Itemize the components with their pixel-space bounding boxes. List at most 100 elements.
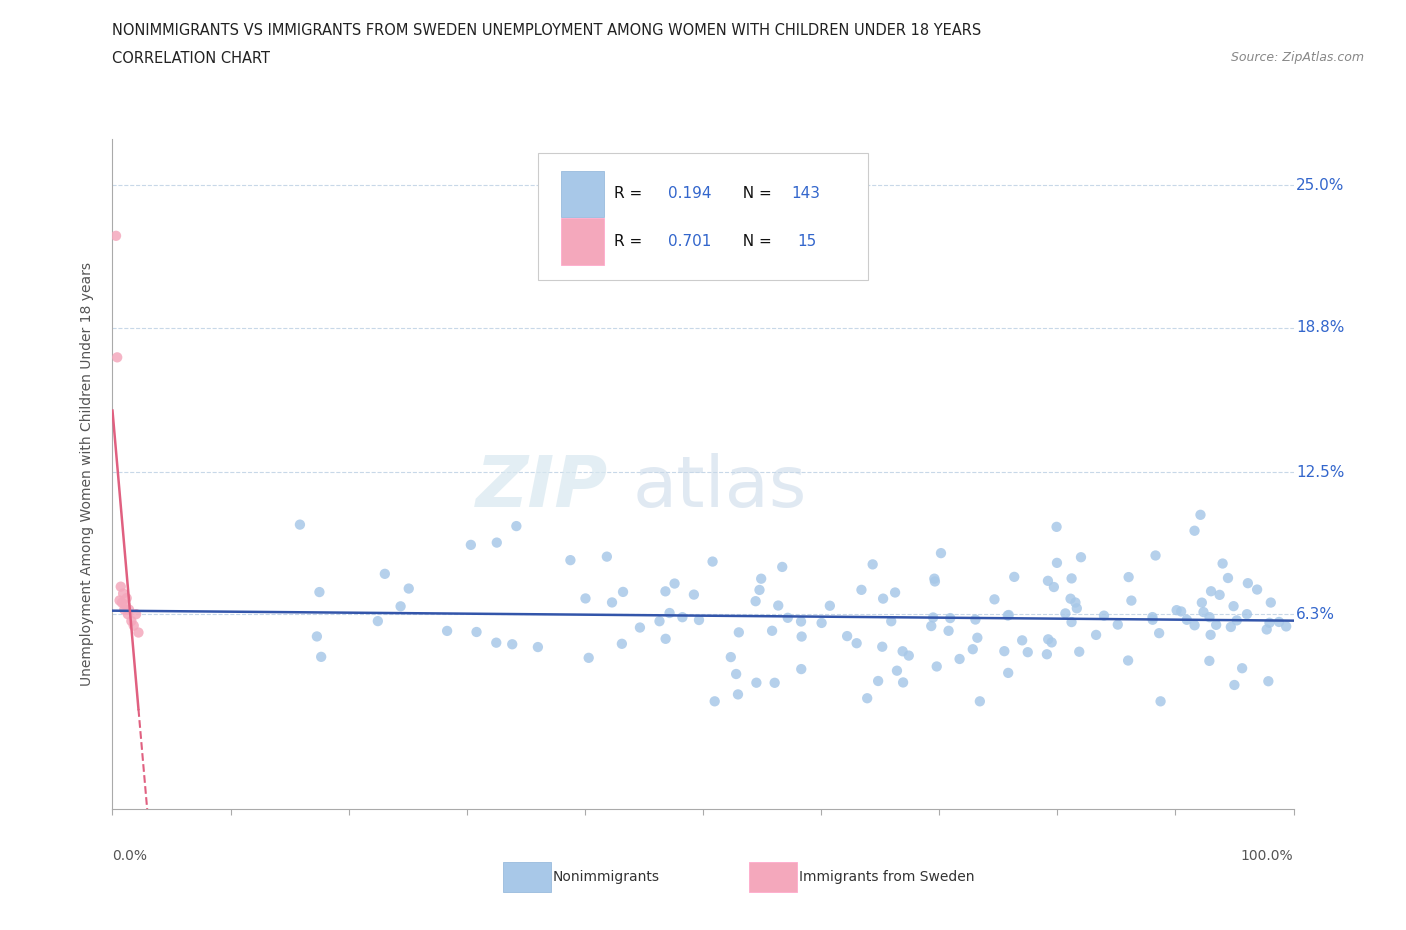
Point bbox=[596, 550, 619, 565]
Point bbox=[120, 614, 142, 629]
Point bbox=[1257, 674, 1279, 689]
Text: CORRELATION CHART: CORRELATION CHART bbox=[112, 51, 270, 66]
Point bbox=[1189, 508, 1212, 523]
Point bbox=[654, 584, 676, 599]
Text: ZIP: ZIP bbox=[477, 453, 609, 522]
Point bbox=[1268, 615, 1291, 630]
Point bbox=[727, 625, 749, 640]
Point bbox=[1175, 612, 1198, 627]
Point bbox=[1226, 613, 1249, 628]
Point bbox=[1040, 635, 1063, 650]
Point bbox=[868, 673, 890, 688]
Point bbox=[560, 552, 582, 567]
Point bbox=[389, 599, 412, 614]
Point bbox=[1060, 571, 1083, 586]
Point bbox=[720, 650, 742, 665]
FancyBboxPatch shape bbox=[561, 170, 603, 217]
Point bbox=[776, 610, 799, 625]
Text: R =: R = bbox=[614, 234, 648, 249]
Point bbox=[628, 620, 651, 635]
Point bbox=[1205, 618, 1227, 632]
Point bbox=[1144, 548, 1167, 563]
Point bbox=[108, 593, 131, 608]
Point bbox=[761, 623, 783, 638]
Point bbox=[505, 519, 527, 534]
Point bbox=[574, 591, 596, 605]
Point bbox=[117, 606, 139, 621]
Point bbox=[997, 666, 1019, 681]
Text: N =: N = bbox=[733, 186, 776, 201]
Point bbox=[1070, 550, 1092, 565]
Y-axis label: Unemployment Among Women with Children Under 18 years: Unemployment Among Women with Children U… bbox=[80, 262, 94, 686]
Point bbox=[1222, 599, 1244, 614]
Point bbox=[922, 610, 945, 625]
Point bbox=[837, 629, 859, 644]
Point bbox=[748, 582, 770, 597]
Point bbox=[654, 631, 676, 646]
Point bbox=[763, 675, 786, 690]
Point bbox=[702, 554, 724, 569]
Point bbox=[111, 595, 134, 610]
Point bbox=[818, 598, 841, 613]
Point bbox=[309, 649, 332, 664]
Point bbox=[1260, 595, 1282, 610]
Point bbox=[997, 607, 1019, 622]
Point bbox=[664, 576, 686, 591]
Text: 0.194: 0.194 bbox=[668, 186, 711, 201]
Point bbox=[1198, 654, 1220, 669]
Point bbox=[288, 517, 311, 532]
Text: 15: 15 bbox=[797, 234, 817, 249]
Text: 12.5%: 12.5% bbox=[1296, 464, 1344, 480]
Point bbox=[703, 694, 725, 709]
Point bbox=[1170, 604, 1192, 618]
Point bbox=[851, 582, 873, 597]
Point bbox=[884, 585, 907, 600]
Point bbox=[983, 591, 1005, 606]
Point bbox=[1069, 644, 1091, 659]
Point bbox=[115, 591, 138, 605]
Point bbox=[870, 639, 893, 654]
Point bbox=[872, 591, 894, 606]
Point bbox=[1036, 574, 1059, 589]
Point bbox=[367, 614, 389, 629]
Point bbox=[925, 659, 948, 674]
Point bbox=[727, 687, 749, 702]
Point bbox=[965, 612, 987, 627]
Point bbox=[845, 636, 868, 651]
Point bbox=[856, 691, 879, 706]
Point bbox=[891, 644, 914, 658]
Point bbox=[1147, 626, 1170, 641]
Point bbox=[929, 546, 952, 561]
Point bbox=[105, 350, 128, 365]
Point bbox=[1038, 631, 1060, 646]
Point bbox=[768, 598, 790, 613]
Point bbox=[1246, 582, 1268, 597]
Text: 0.701: 0.701 bbox=[668, 234, 711, 249]
Point bbox=[1191, 595, 1213, 610]
Point bbox=[1149, 694, 1171, 709]
Point bbox=[1166, 603, 1188, 618]
Point bbox=[744, 593, 766, 608]
Point bbox=[527, 640, 550, 655]
Point bbox=[118, 602, 141, 617]
Point bbox=[127, 625, 149, 640]
Text: Immigrants from Sweden: Immigrants from Sweden bbox=[799, 870, 974, 884]
Point bbox=[924, 574, 946, 589]
Point bbox=[1107, 618, 1129, 632]
Point bbox=[1256, 622, 1278, 637]
Point bbox=[966, 631, 988, 645]
Point bbox=[398, 581, 420, 596]
Point bbox=[1275, 619, 1298, 634]
Text: 143: 143 bbox=[792, 186, 821, 201]
Point bbox=[997, 608, 1019, 623]
FancyBboxPatch shape bbox=[537, 153, 869, 280]
Point bbox=[112, 586, 135, 601]
Point bbox=[790, 629, 813, 644]
Text: Nonimmigrants: Nonimmigrants bbox=[553, 870, 659, 884]
Point bbox=[1198, 610, 1220, 625]
Text: 100.0%: 100.0% bbox=[1241, 849, 1294, 863]
Point bbox=[897, 648, 920, 663]
Point bbox=[1066, 601, 1088, 616]
Point bbox=[112, 602, 135, 617]
Point bbox=[1216, 571, 1239, 586]
